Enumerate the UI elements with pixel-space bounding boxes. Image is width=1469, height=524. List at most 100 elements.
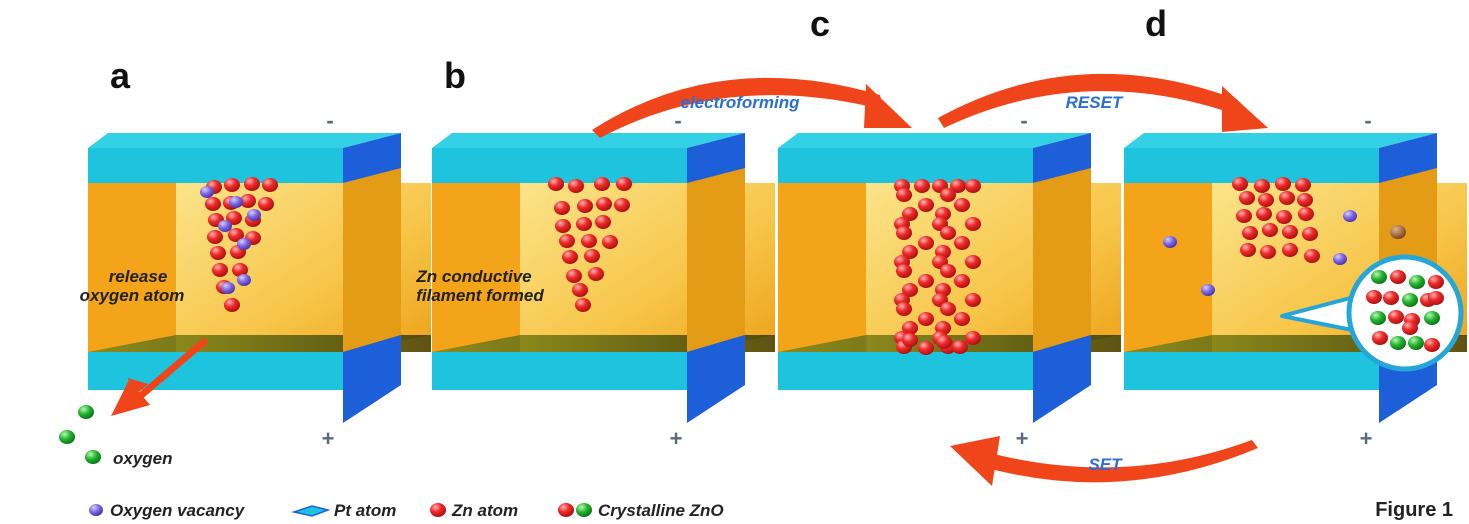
annotation-filament-formed: filament formed — [416, 286, 544, 305]
device-box-c — [778, 133, 1121, 423]
top-electrode-front — [88, 148, 343, 183]
zn-atom — [555, 219, 571, 233]
oxygen-atom — [59, 430, 75, 444]
zn-atom — [896, 302, 912, 316]
oxygen-vacancy-atom — [221, 282, 235, 294]
zn-atom — [954, 312, 970, 326]
zn-atom — [1428, 291, 1444, 305]
zn-atom — [940, 226, 956, 240]
legend: Oxygen vacancy Pt atom Zn atom Crystalline … — [89, 499, 1453, 521]
top-electrode-side — [687, 133, 745, 183]
legend-crystalline-zno: Crystalline ZnO — [598, 501, 724, 520]
zn-atom — [1383, 291, 1399, 305]
top-electrode-front — [432, 148, 687, 183]
zn-atom — [965, 179, 981, 193]
zn-atom — [596, 197, 612, 211]
oxygen-atom — [1371, 270, 1387, 284]
zn-atom — [954, 236, 970, 250]
positive-terminal-sign: + — [670, 426, 683, 451]
zn-atom — [950, 179, 966, 193]
oxygen-vacancy-atom — [1163, 236, 1177, 248]
legend-vacancy-swatch — [89, 504, 103, 516]
zn-atom — [581, 234, 597, 248]
positive-terminal-sign: + — [1016, 426, 1029, 451]
panel-label-b: b — [444, 55, 466, 96]
oxygen-vacancy-atom — [1201, 284, 1215, 296]
zn-atom — [554, 201, 570, 215]
zn-atom — [1298, 207, 1314, 221]
legend-pt-atom: Pt atom — [334, 501, 396, 520]
oxygen-atom — [1409, 275, 1425, 289]
oxygen-atom — [1390, 336, 1406, 350]
set-label: SET — [1088, 455, 1123, 474]
zn-atom — [1402, 321, 1418, 335]
oxide-right-face — [687, 165, 745, 352]
zn-atom — [1282, 225, 1298, 239]
oxygen-label: oxygen — [113, 449, 173, 468]
zn-atom — [965, 293, 981, 307]
zn-atom — [1388, 310, 1404, 324]
zn-atom — [896, 188, 912, 202]
top-electrode-side — [343, 133, 401, 183]
zn-atom — [914, 179, 930, 193]
negative-terminal-sign: - — [326, 108, 333, 133]
zn-atom — [965, 255, 981, 269]
set-arrow — [950, 436, 1258, 486]
figure-label: Figure 1 — [1375, 499, 1453, 521]
oxygen-vacancy-atom — [237, 274, 251, 286]
oxide-right-face — [1033, 165, 1091, 352]
zn-atom — [902, 283, 918, 297]
zn-atom — [1279, 191, 1295, 205]
zn-atom — [1390, 270, 1406, 284]
zn-atom — [224, 178, 240, 192]
oxygen-vacancy-atom — [247, 209, 261, 221]
zn-atom — [572, 283, 588, 297]
top-electrode-front — [1124, 148, 1379, 183]
zn-atom — [205, 197, 221, 211]
zn-atom — [1366, 290, 1382, 304]
zn-atom — [576, 217, 592, 231]
zn-atom — [616, 177, 632, 191]
reset-label: RESET — [1066, 93, 1124, 112]
oxygen-atom — [1402, 293, 1418, 307]
brown-atom — [1390, 225, 1406, 239]
zn-atom — [902, 333, 918, 347]
oxygen-vacancy-atom — [237, 238, 251, 250]
top-electrode-side — [1033, 133, 1091, 183]
legend-zn-swatch — [430, 503, 446, 517]
oxygen-vacancy-atom — [1333, 253, 1347, 265]
top-electrode-front — [778, 148, 1033, 183]
annotation-release: release — [109, 267, 168, 286]
zn-atom — [902, 321, 918, 335]
zn-atom — [575, 298, 591, 312]
zn-atom — [918, 312, 934, 326]
oxygen-vacancy-atom — [218, 220, 232, 232]
oxygen-vacancy-atom — [1343, 210, 1357, 222]
zn-atom — [228, 228, 244, 242]
panel-label-c: c — [810, 3, 830, 44]
device-box-a — [88, 133, 431, 423]
zn-atom — [262, 178, 278, 192]
zn-atom — [258, 197, 274, 211]
zn-atom — [595, 215, 611, 229]
oxygen-vacancy-atom — [229, 196, 243, 208]
zn-atom — [1372, 331, 1388, 345]
oxide-left-wall — [88, 183, 176, 352]
oxide-left-wall — [1124, 183, 1212, 352]
oxide-left-wall — [778, 183, 866, 352]
oxide-left-wall — [432, 183, 520, 352]
legend-zno-red-swatch — [558, 503, 574, 517]
zn-atom — [1302, 227, 1318, 241]
legend-zn-atom: Zn atom — [451, 501, 518, 520]
zn-atom — [584, 249, 600, 263]
zn-atom — [1275, 177, 1291, 191]
annotation-zn-conductive: Zn conductive — [415, 267, 531, 286]
zn-atom — [588, 267, 604, 281]
zn-atom — [548, 177, 564, 191]
zn-atom — [1258, 193, 1274, 207]
oxygen-release-arrow — [135, 337, 209, 401]
oxygen-atom — [1370, 311, 1386, 325]
zn-atom — [918, 198, 934, 212]
zn-atom — [1242, 226, 1258, 240]
